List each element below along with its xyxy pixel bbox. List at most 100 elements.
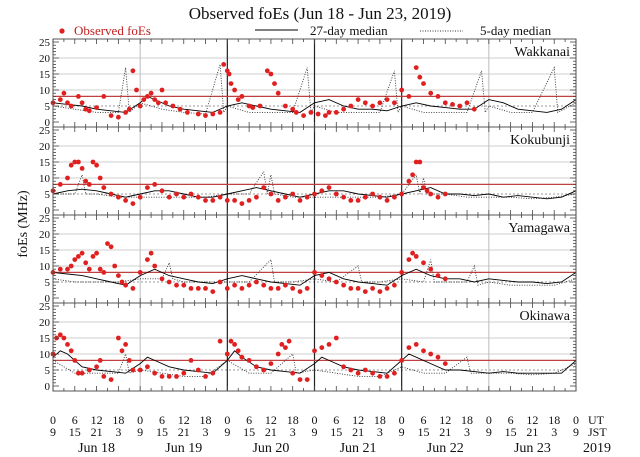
observed-point xyxy=(57,97,63,102)
jst-axis-label: JST xyxy=(588,425,607,439)
observed-point xyxy=(275,351,281,357)
observed-point xyxy=(362,289,368,294)
observed-point xyxy=(79,166,85,171)
observed-point xyxy=(126,106,132,112)
jst-tick-label: 21 xyxy=(526,425,538,439)
ut-tick-label: 0 xyxy=(399,413,405,427)
ut-tick-label: 18 xyxy=(112,413,124,427)
observed-point xyxy=(217,194,223,200)
observed-point xyxy=(261,282,267,288)
observed-point xyxy=(384,198,390,203)
observed-point xyxy=(370,286,375,291)
observed-point xyxy=(326,185,332,191)
observed-point xyxy=(108,377,114,382)
ut-tick-label: 6 xyxy=(508,413,514,427)
observed-point xyxy=(94,250,99,256)
observed-point xyxy=(326,276,332,282)
jst-tick-label: 15 xyxy=(69,425,81,439)
legend-observed-label: Observed foEs xyxy=(74,23,151,38)
observed-point xyxy=(61,90,67,96)
observed-point xyxy=(83,178,89,184)
observed-point xyxy=(97,175,103,181)
observed-point xyxy=(76,94,81,99)
observed-point xyxy=(116,194,121,200)
jst-tick-label: 9 xyxy=(312,425,318,439)
ut-tick-label: 6 xyxy=(246,413,252,427)
observed-point xyxy=(377,194,383,200)
observed-point xyxy=(217,338,223,344)
ut-tick-label: 12 xyxy=(178,413,190,427)
observed-point xyxy=(76,254,81,259)
observed-point xyxy=(166,194,172,200)
observed-point xyxy=(235,97,241,102)
day-label: Jun 19 xyxy=(165,441,202,456)
observed-point xyxy=(290,106,296,112)
y-tick-label: 5 xyxy=(45,365,51,377)
observed-point xyxy=(210,289,216,294)
observed-point xyxy=(450,102,455,107)
observed-point xyxy=(105,241,110,247)
observed-point xyxy=(261,367,267,373)
observed-point xyxy=(308,110,314,115)
observed-point xyxy=(362,194,368,200)
observed-point xyxy=(435,273,441,278)
observed-point xyxy=(130,201,136,207)
observed-point xyxy=(101,94,107,99)
day-label: Jun 22 xyxy=(427,441,464,456)
observed-point xyxy=(442,361,448,366)
day-label: Jun 23 xyxy=(514,441,551,456)
observed-point xyxy=(442,276,448,282)
observed-point xyxy=(246,358,252,363)
observed-point xyxy=(174,282,179,288)
observed-point xyxy=(457,103,463,109)
observed-point xyxy=(137,194,143,200)
observed-point xyxy=(421,185,426,191)
observed-point xyxy=(290,286,296,291)
observed-point xyxy=(152,370,158,376)
observed-point xyxy=(246,198,252,203)
panels: 0 5 10 15 20 25 Wakkanai 0 5 10 15 20 25 Kokubunji 0 5 1… xyxy=(39,37,577,393)
observed-point xyxy=(286,338,292,344)
legend-observed-marker xyxy=(59,28,65,34)
observed-point xyxy=(392,194,397,200)
observed-point xyxy=(57,332,63,338)
observed-point xyxy=(279,342,285,347)
observed-point xyxy=(221,62,227,67)
observed-point xyxy=(268,71,274,77)
ut-tick-label: 18 xyxy=(548,413,560,427)
observed-point xyxy=(170,103,176,109)
median-27day-line xyxy=(52,268,577,286)
ut-tick-label: 12 xyxy=(265,413,277,427)
observed-point xyxy=(442,100,448,106)
observed-point xyxy=(159,188,165,194)
observed-point xyxy=(224,198,230,203)
observed-point xyxy=(312,270,317,275)
observed-point xyxy=(137,367,143,373)
observed-point xyxy=(413,65,419,70)
observed-point xyxy=(152,97,158,102)
observed-point xyxy=(355,198,361,203)
observed-point xyxy=(399,191,405,197)
observed-point xyxy=(195,367,201,373)
panel-okinawa: 0 5 10 15 20 25 Okinawa xyxy=(39,301,577,393)
observed-point xyxy=(435,194,441,200)
observed-point xyxy=(333,279,339,285)
observed-point xyxy=(319,273,325,278)
median-5day-line xyxy=(53,170,577,200)
observed-point xyxy=(406,94,412,99)
observed-point xyxy=(228,338,234,344)
observed-point xyxy=(76,159,81,165)
observed-point xyxy=(239,94,245,99)
observed-point xyxy=(123,110,128,115)
jst-tick-label: 21 xyxy=(352,425,364,439)
observed-point xyxy=(392,282,397,288)
observed-point xyxy=(188,358,194,363)
observed-point xyxy=(123,282,128,288)
observed-point xyxy=(152,263,158,269)
observed-point xyxy=(370,103,375,109)
panel-yamagawa: 0 5 10 15 20 25 Yamagawa xyxy=(39,213,577,305)
observed-point xyxy=(86,367,92,373)
observed-point xyxy=(424,188,430,194)
observed-point xyxy=(112,263,118,269)
observed-point xyxy=(226,71,232,77)
